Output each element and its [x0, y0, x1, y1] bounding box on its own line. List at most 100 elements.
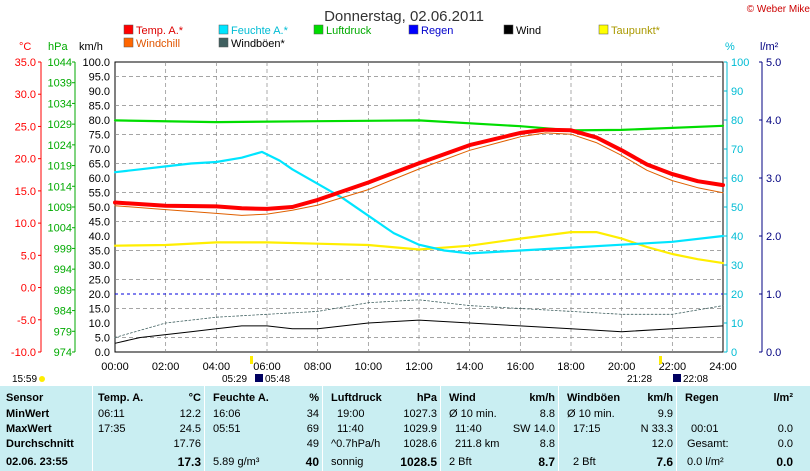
legend-label-temp: Temp. A.*: [136, 25, 184, 37]
rain-axis-tick: 1.0: [766, 289, 781, 301]
humidity-axis-tick: 20: [731, 289, 743, 301]
pressure-unit: hPa: [48, 41, 68, 53]
temp-unit-header: °C: [188, 392, 201, 404]
regen-val: 0.0: [777, 423, 793, 435]
x-tick-label: 18:00: [557, 361, 585, 373]
weather-chart: Donnerstag, 02.06.2011 © Weber Mike Temp…: [11, 4, 810, 385]
boeen-avg10: 9.9: [657, 408, 673, 420]
sunset-label: 21:28: [627, 374, 652, 385]
pressure-axis-tick: 994: [54, 264, 72, 276]
pressure-axis-tick: 1039: [48, 78, 72, 90]
x-tick-label: 10:00: [355, 361, 383, 373]
min-label: MinWert: [6, 408, 50, 420]
wind-header: Wind: [449, 392, 476, 404]
feuchte-max-time: 05:51: [213, 423, 241, 435]
wind-axis-tick: 70.0: [89, 144, 110, 156]
pressure-axis-tick: 1024: [48, 140, 72, 152]
moonset-label: 22:08: [683, 374, 708, 385]
feuchte-abs: 5.89 g/m³: [213, 456, 260, 468]
pressure-axis-tick: 1029: [48, 119, 72, 131]
x-tick-label: 08:00: [304, 361, 332, 373]
legend-label-wind: Wind: [516, 25, 541, 37]
wind-avg10-label: Ø 10 min.: [449, 408, 497, 420]
wind-axis-tick: 0.0: [95, 347, 110, 359]
pressure-axis-tick: 1014: [48, 181, 72, 193]
chart-title: Donnerstag, 02.06.2011: [324, 8, 484, 25]
humidity-axis-tick: 60: [731, 173, 743, 185]
temp-axis-tick: 0.0: [21, 283, 36, 295]
regen-unit-header: l/m²: [773, 392, 793, 404]
x-tick-label: 04:00: [203, 361, 231, 373]
x-tick-label: 06:00: [253, 361, 281, 373]
series-tempa: [113, 127, 725, 211]
legend-swatch-windboeen: [218, 37, 229, 48]
luftdruck-unit-header: hPa: [416, 392, 437, 404]
legend-swatch-temp: [123, 24, 134, 35]
pressure-axis-tick: 999: [54, 243, 72, 255]
time-now-label: 15:59: [12, 374, 37, 385]
pressure-axis-tick: 1034: [48, 98, 72, 110]
luftdruck-avg: 1028.6: [403, 438, 437, 450]
col-wind: Wind km/h Ø 10 min. 8.8 11:40 SW 14.0 21…: [440, 386, 559, 471]
copyright-text: © Weber Mike: [747, 4, 810, 15]
rain-axis-tick: 2.0: [766, 231, 781, 243]
luftdruck-max: 1029.9: [403, 423, 437, 435]
wind-axis-tick: 80.0: [89, 115, 110, 127]
feuchte-header: Feuchte A.: [213, 392, 269, 404]
pressure-axis-tick: 984: [54, 306, 72, 318]
humidity-axis-tick: 50: [731, 202, 743, 214]
legend-swatch-wind: [503, 24, 514, 35]
legend-swatch-feuchte: [218, 24, 229, 35]
legend-swatch-taupunkt: [598, 24, 609, 35]
col-sensor: Sensor MinWert MaxWert Durchschnitt 02.0…: [0, 386, 92, 471]
wind-max: SW 14.0: [512, 423, 555, 435]
humidity-unit: %: [725, 41, 735, 53]
x-tick-label: 22:00: [659, 361, 687, 373]
wind-axis-tick: 5.0: [95, 333, 110, 345]
legend: Temp. A.* Feuchte A.* Luftdruck Regen Wind Ta…: [123, 24, 661, 50]
x-tick-label: 20:00: [608, 361, 636, 373]
pressure-axis-tick: 1004: [48, 223, 72, 235]
temp-axis-tick: 25.0: [15, 121, 36, 133]
grid: [114, 61, 724, 353]
pressure-axis-tick: 979: [54, 326, 72, 338]
now-label: 02.06. 23:55: [6, 456, 68, 468]
series-taupunkt: [113, 231, 725, 265]
wind-avg10: 8.8: [539, 408, 555, 420]
temp-max: 24.5: [179, 423, 201, 435]
wind-axis-tick: 30.0: [89, 260, 110, 272]
boeen-now: 7.6: [656, 455, 673, 469]
wind-unit-header: km/h: [529, 392, 555, 404]
wind-axis-tick: 55.0: [89, 188, 110, 200]
luftdruck-now: 1028.5: [400, 455, 437, 469]
wind-axis-tick: 25.0: [89, 275, 110, 287]
luftdruck-min: 1027.3: [403, 408, 437, 420]
rain-axis-tick: 4.0: [766, 115, 781, 127]
series-windben: [114, 299, 724, 338]
regen-now: 0.0: [776, 455, 793, 469]
humidity-axis-tick: 10: [731, 318, 743, 330]
luftdruck-trend: ^0.7hPa/h: [331, 438, 381, 450]
temp-now: 17.3: [177, 455, 201, 469]
pressure-axis-tick: 1009: [48, 202, 72, 214]
feuchte-unit-header: %: [309, 392, 319, 404]
temp-axis-tick: 20.0: [15, 154, 36, 166]
regen-total: 0.0: [777, 438, 793, 450]
feuchte-min-time: 16:06: [213, 408, 241, 420]
temp-axis-tick: -5.0: [17, 315, 36, 327]
wind-now: 8.7: [538, 455, 555, 469]
temp-header: Temp. A.: [98, 392, 144, 404]
axis-units: °C hPa km/h % l/m²: [19, 41, 779, 53]
moonrise-icon: [255, 374, 263, 382]
col-temp: Temp. A. °C 06:11 12.2 17:35 24.5 17.76 …: [92, 386, 205, 471]
boeen-avg: 12.0: [651, 438, 673, 450]
wind-axis-tick: 15.0: [89, 304, 110, 316]
max-label: MaxWert: [6, 423, 52, 435]
col-regen: Regen l/m² 00:01 0.0 Gesamt: 0.0 0.0 l/m…: [676, 386, 797, 471]
wind-axis-tick: 10.0: [89, 318, 110, 330]
wind-axis-tick: 35.0: [89, 246, 110, 258]
legend-label-taupunkt: Taupunkt*: [611, 25, 661, 37]
rain-unit: l/m²: [760, 41, 779, 53]
wind-axis-tick: 85.0: [89, 101, 110, 113]
boeen-avg10-label: Ø 10 min.: [567, 408, 615, 420]
